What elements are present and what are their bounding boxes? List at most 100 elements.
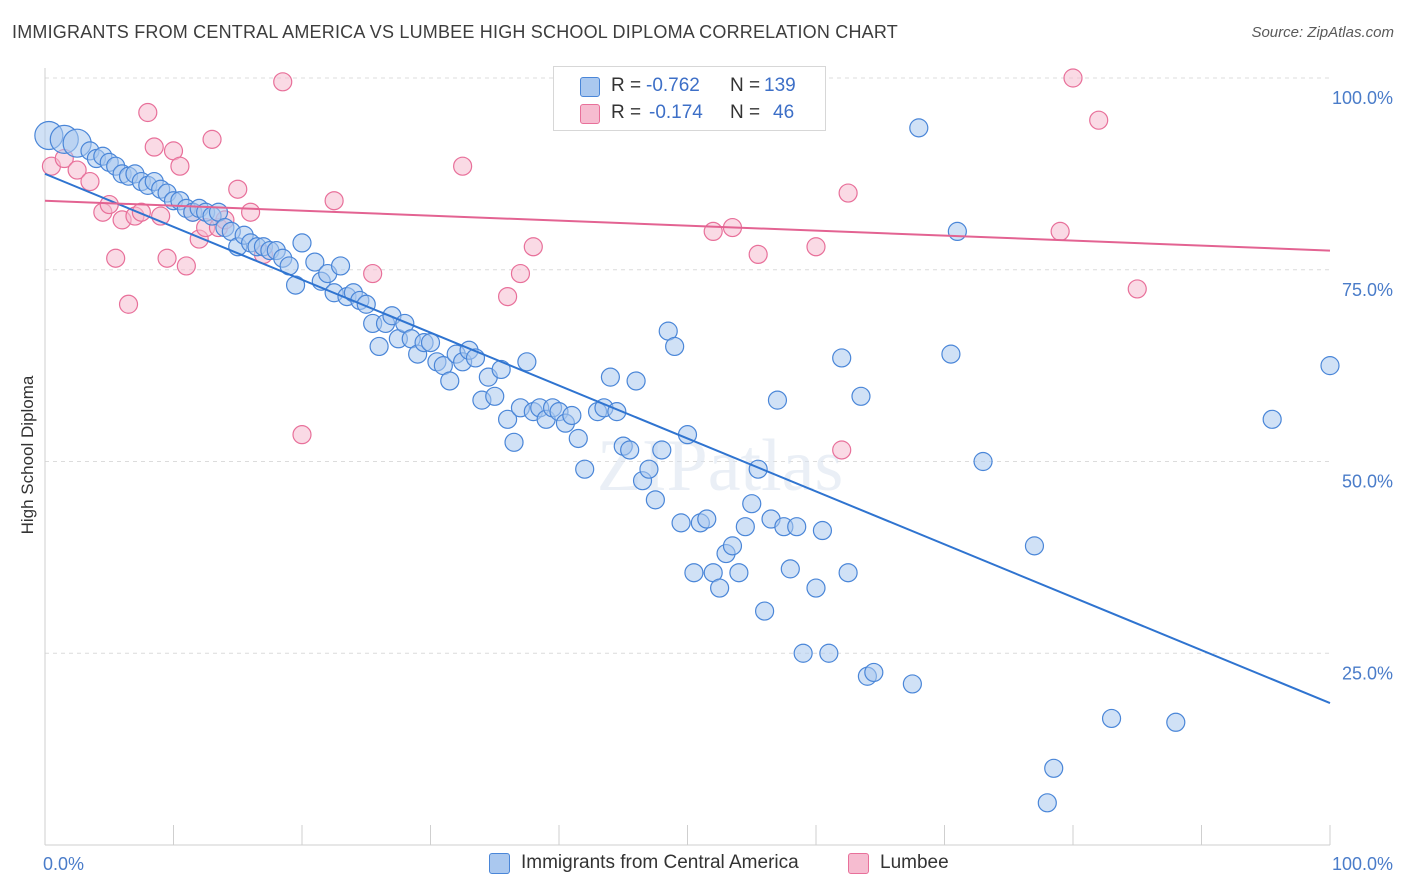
central-america-point: [973, 451, 993, 472]
correlation-legend: R = -0.762 N = 139 R = -0.174 N = 46: [553, 66, 826, 131]
lumbee-point: [292, 425, 312, 445]
lumbee-point: [1089, 110, 1109, 130]
lumbee-point: [748, 244, 768, 265]
central-america-point: [787, 517, 807, 537]
y-tick-label: 75.0%: [1342, 280, 1393, 300]
central-america-point: [780, 559, 800, 579]
lumbee-trend-line: [44, 199, 1331, 252]
central-america-point: [440, 371, 460, 391]
central-america-point: [504, 432, 524, 452]
central-america-point: [812, 520, 833, 541]
legend-r-value: -0.762: [646, 75, 700, 96]
central-america-point: [620, 440, 640, 460]
central-america-point: [1024, 536, 1045, 556]
central-america-point: [697, 509, 717, 529]
central-america-point: [832, 348, 852, 368]
central-america-point: [742, 494, 762, 514]
central-america-point: [864, 662, 884, 683]
lumbee-point: [703, 221, 723, 241]
central-america-point: [684, 563, 704, 583]
lumbee-point: [241, 202, 261, 222]
lumbee-point: [1050, 221, 1070, 241]
lumbee-point: [363, 263, 383, 284]
lumbee-point: [131, 202, 151, 222]
central-america-point: [639, 459, 659, 479]
lumbee-point: [67, 160, 87, 180]
legend-r-label: R =: [611, 102, 642, 123]
bottom-legend-swatch-blue: [489, 853, 510, 874]
central-america-point: [645, 490, 665, 510]
central-america-point: [806, 578, 826, 598]
central-america-point: [562, 405, 582, 426]
central-america-point: [1166, 712, 1186, 732]
series-central-america-points: [34, 118, 1340, 813]
legend-swatch-pink: [580, 104, 600, 124]
central-america-point: [838, 563, 858, 583]
bottom-legend-label: Lumbee: [880, 852, 949, 873]
lumbee-point: [228, 179, 248, 199]
watermark: ZIPatlas: [597, 425, 844, 507]
central-america-point: [941, 344, 961, 364]
central-america-point: [947, 221, 967, 241]
lumbee-point: [838, 183, 858, 203]
legend-n-value: 139: [764, 75, 796, 96]
lumbee-point: [273, 72, 293, 92]
lumbee-point: [157, 248, 177, 268]
source-credit: Source: ZipAtlas.com: [1251, 24, 1394, 41]
central-america-point: [626, 371, 646, 391]
chart-title: IMMIGRANTS FROM CENTRAL AMERICA VS LUMBE…: [12, 22, 898, 42]
central-america-point: [665, 336, 685, 357]
x-tick-label: 0.0%: [43, 854, 84, 874]
legend-r-label: R =: [611, 75, 642, 96]
central-america-point: [754, 601, 775, 621]
y-tick-label: 50.0%: [1342, 472, 1393, 492]
lumbee-point: [170, 156, 190, 176]
central-america-point: [1262, 409, 1282, 429]
central-america-point: [485, 386, 505, 406]
central-america-point: [1320, 356, 1340, 376]
central-america-point: [851, 386, 871, 406]
lumbee-point: [106, 248, 126, 268]
central-america-point: [902, 674, 922, 694]
central-america-point: [909, 118, 929, 138]
lumbee-point: [523, 237, 543, 257]
legend-swatch-blue: [580, 77, 600, 97]
lumbee-point: [176, 256, 196, 276]
lumbee-point: [498, 286, 518, 307]
bottom-legend-swatch-pink: [848, 853, 869, 874]
central-america-point: [1044, 758, 1064, 778]
lumbee-point: [144, 137, 164, 157]
central-america-point: [568, 428, 588, 449]
lumbee-point: [138, 102, 158, 123]
lumbee-point: [324, 191, 344, 211]
x-tick-label: 100.0%: [1332, 854, 1393, 874]
lumbee-point: [118, 294, 139, 314]
x-tick-labels: 0.0% 100.0%: [43, 854, 1393, 874]
central-america-point: [793, 643, 813, 663]
central-america-point: [575, 459, 595, 479]
lumbee-point: [806, 237, 826, 257]
central-america-point: [1037, 793, 1057, 813]
central-america-point: [498, 409, 518, 429]
lumbee-point: [202, 129, 222, 149]
y-tick-labels: 100.0% 75.0% 50.0% 25.0%: [1332, 88, 1393, 683]
lumbee-point: [510, 263, 531, 284]
lumbee-point: [453, 156, 473, 176]
y-tick-label: 25.0%: [1342, 663, 1393, 683]
central-america-point: [767, 390, 788, 410]
central-america-point: [710, 578, 730, 598]
central-america-point: [652, 440, 672, 460]
legend-row-lumbee: R = -0.174 N = 46: [554, 100, 825, 128]
central-america-point: [729, 563, 749, 583]
y-tick-label: 100.0%: [1332, 88, 1393, 108]
central-america-point: [330, 256, 351, 276]
legend-r-value: -0.174: [649, 102, 703, 123]
legend-n-value: 46: [773, 102, 795, 123]
legend-row-central-america: R = -0.762 N = 139: [554, 73, 825, 101]
bottom-legend-label: Immigrants from Central America: [521, 852, 799, 873]
lumbee-point: [80, 171, 100, 192]
lumbee-point: [1127, 279, 1147, 299]
central-america-trend-line: [44, 172, 1331, 705]
central-america-point: [369, 336, 389, 357]
